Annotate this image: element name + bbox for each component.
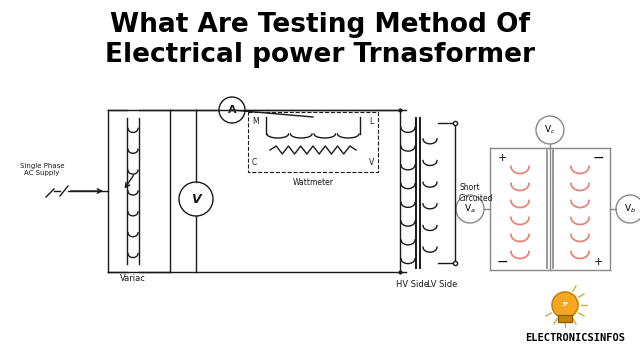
Text: Wattmeter: Wattmeter (292, 178, 333, 187)
Text: A: A (228, 105, 236, 115)
Text: Short
Circuited: Short Circuited (459, 183, 493, 203)
Text: +: + (497, 153, 507, 163)
Circle shape (552, 292, 578, 318)
Circle shape (536, 116, 564, 144)
Text: HV Side: HV Side (396, 280, 429, 289)
Text: −: − (496, 255, 508, 269)
Bar (558, 315, 572, 322)
Text: 3°: 3° (561, 302, 569, 306)
Text: V$_c$: V$_c$ (544, 124, 556, 136)
Text: V: V (369, 158, 374, 167)
Text: Variac: Variac (120, 274, 146, 283)
Text: Single Phase
AC Supply: Single Phase AC Supply (20, 163, 64, 176)
Text: −: − (592, 151, 604, 165)
Text: V$_a$: V$_a$ (464, 203, 476, 215)
Text: C: C (252, 158, 257, 167)
Text: L: L (370, 117, 374, 126)
Text: +: + (593, 257, 603, 267)
Circle shape (456, 195, 484, 223)
Text: V$_b$: V$_b$ (624, 203, 636, 215)
Text: M: M (252, 117, 259, 126)
Circle shape (616, 195, 640, 223)
Text: What Are Testing Method Of: What Are Testing Method Of (110, 12, 530, 38)
Bar (248, 112, 378, 172)
Circle shape (179, 182, 213, 216)
Text: ELECTRONICSINFOS: ELECTRONICSINFOS (525, 333, 625, 343)
Text: LV Side: LV Side (427, 280, 457, 289)
Text: V: V (191, 193, 201, 206)
Circle shape (219, 97, 245, 123)
Text: Electrical power Trnasformer: Electrical power Trnasformer (105, 42, 535, 68)
